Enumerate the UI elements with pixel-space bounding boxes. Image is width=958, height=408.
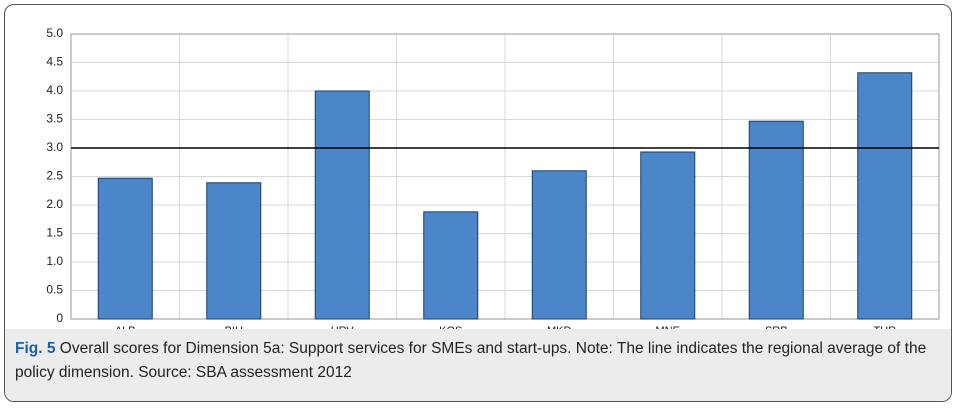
bar	[857, 72, 913, 320]
caption-text: Overall scores for Dimension 5a: Support…	[15, 340, 927, 381]
bar	[206, 182, 262, 320]
y-tick-label: 3.0	[46, 140, 63, 154]
bar	[531, 170, 587, 320]
y-tick-label: 0	[56, 311, 63, 325]
y-tick-label: 2.0	[46, 197, 63, 211]
y-tick-label: 3.5	[46, 112, 63, 126]
caption: Fig. 5 Overall scores for Dimension 5a: …	[5, 329, 951, 401]
x-tick-label: MKD	[547, 325, 572, 329]
y-tick-label: 1.0	[46, 254, 63, 268]
x-tick-label: KOS	[439, 325, 462, 329]
x-tick-label: ALB	[115, 325, 136, 329]
x-tick-label: BIH	[225, 325, 243, 329]
figure: 0 0.5 1.0 1.5 2.0 2.5 3.0 3.5 4.0 4.5 5.0 ALB BIH HRV…	[4, 4, 952, 402]
bar	[423, 211, 479, 320]
x-tick-label: HRV	[331, 325, 355, 329]
plot-border	[70, 33, 940, 320]
y-tick-label: 1.5	[46, 226, 63, 240]
x-tick-label: MNE	[656, 325, 680, 329]
x-tick-label: TUR	[873, 325, 896, 329]
bar	[314, 90, 370, 320]
y-tick-label: 4.0	[46, 83, 63, 97]
x-tick-label: SRB	[765, 325, 788, 329]
y-tick-label: 2.5	[46, 169, 63, 183]
y-tick-label: 0.5	[46, 283, 63, 297]
bar	[640, 151, 696, 320]
y-tick-label: 4.5	[46, 55, 63, 69]
caption-label: Fig. 5	[15, 340, 56, 357]
bar	[748, 120, 804, 320]
chart: 0 0.5 1.0 1.5 2.0 2.5 3.0 3.5 4.0 4.5 5.0 ALB BIH HRV…	[46, 26, 940, 329]
y-tick-label: 5.0	[46, 26, 63, 40]
bar	[97, 177, 153, 320]
